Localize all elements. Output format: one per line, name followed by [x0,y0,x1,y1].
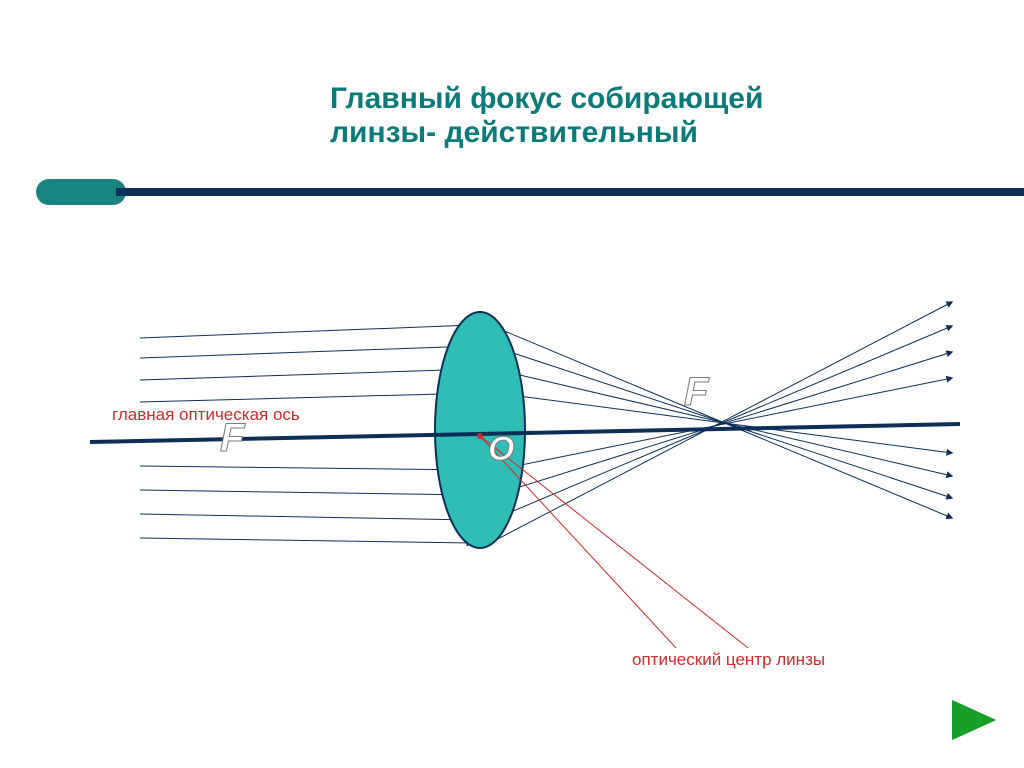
optical-center-label: оптический центр линзы [632,650,825,670]
focus-label-left: F [220,416,244,461]
optical-axis-label: главная оптическая ось [112,405,300,425]
next-slide-button[interactable] [952,700,996,740]
lens-diagram [0,0,1024,768]
center-label-o: O [488,430,514,469]
focus-label-right: F [684,370,708,415]
